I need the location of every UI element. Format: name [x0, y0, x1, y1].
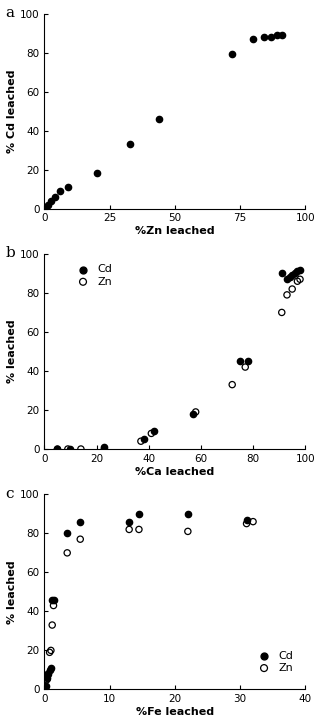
Point	[43, 202, 48, 214]
Cd	[295, 266, 300, 277]
Legend: Cd, Zn: Cd, Zn	[71, 264, 113, 288]
Point	[156, 113, 162, 125]
Text: b: b	[5, 246, 15, 260]
Zn	[279, 307, 284, 319]
Zn	[193, 406, 198, 418]
Cd	[287, 272, 292, 283]
Cd	[51, 594, 56, 605]
X-axis label: %Zn leached: %Zn leached	[135, 226, 215, 236]
Point	[279, 29, 284, 41]
Y-axis label: % Cd leached: % Cd leached	[7, 70, 17, 153]
Cd	[127, 515, 132, 527]
Zn	[136, 523, 141, 535]
Cd	[191, 408, 196, 420]
Cd	[298, 264, 303, 275]
Cd	[151, 426, 156, 437]
Zn	[251, 515, 256, 527]
Cd	[136, 508, 141, 520]
Zn	[44, 674, 50, 686]
Cd	[185, 508, 190, 520]
Point	[274, 29, 279, 41]
X-axis label: %Fe leached: %Fe leached	[136, 707, 214, 717]
Zn	[243, 361, 248, 373]
Point	[65, 181, 71, 193]
Zn	[295, 275, 300, 287]
Point	[261, 31, 266, 43]
Point	[52, 191, 57, 203]
Point	[230, 49, 235, 60]
Legend: Cd, Zn: Cd, Zn	[252, 649, 295, 674]
Zn	[48, 644, 53, 656]
Y-axis label: % leached: % leached	[7, 320, 17, 383]
Cd	[47, 664, 52, 675]
Y-axis label: % leached: % leached	[7, 560, 17, 623]
Zn	[43, 682, 48, 694]
Zn	[298, 274, 303, 285]
Cd	[68, 443, 73, 455]
Zn	[55, 443, 60, 455]
Cd	[55, 443, 60, 455]
Cd	[48, 662, 53, 674]
Zn	[78, 443, 83, 455]
Cd	[65, 528, 70, 539]
Zn	[127, 523, 132, 535]
Zn	[65, 547, 70, 559]
Point	[46, 199, 51, 211]
Cd	[50, 594, 55, 605]
Point	[251, 33, 256, 45]
Cd	[43, 680, 48, 691]
Cd	[78, 515, 83, 527]
Cd	[292, 268, 298, 279]
Cd	[46, 668, 51, 680]
Cd	[102, 441, 107, 452]
Point	[269, 31, 274, 43]
Zn	[185, 526, 190, 537]
Zn	[138, 435, 144, 447]
Zn	[78, 534, 83, 545]
Zn	[289, 283, 295, 295]
Point	[57, 185, 62, 197]
Zn	[244, 518, 249, 529]
Zn	[46, 668, 51, 680]
Cd	[289, 269, 295, 281]
Cd	[245, 355, 251, 367]
Zn	[230, 379, 235, 390]
Cd	[279, 268, 284, 279]
Zn	[51, 599, 56, 611]
Cd	[237, 355, 242, 367]
Cd	[141, 434, 146, 445]
Cd	[244, 514, 249, 526]
Point	[128, 138, 133, 150]
Zn	[102, 443, 107, 455]
Zn	[65, 443, 71, 455]
Zn	[284, 289, 289, 300]
Text: c: c	[5, 487, 14, 500]
Zn	[50, 619, 55, 631]
Point	[94, 168, 99, 180]
Point	[48, 195, 53, 206]
Cd	[44, 672, 50, 683]
Zn	[47, 647, 52, 658]
Text: a: a	[5, 6, 14, 20]
X-axis label: %Ca leached: %Ca leached	[135, 467, 214, 476]
Zn	[149, 428, 154, 439]
Cd	[284, 274, 289, 285]
